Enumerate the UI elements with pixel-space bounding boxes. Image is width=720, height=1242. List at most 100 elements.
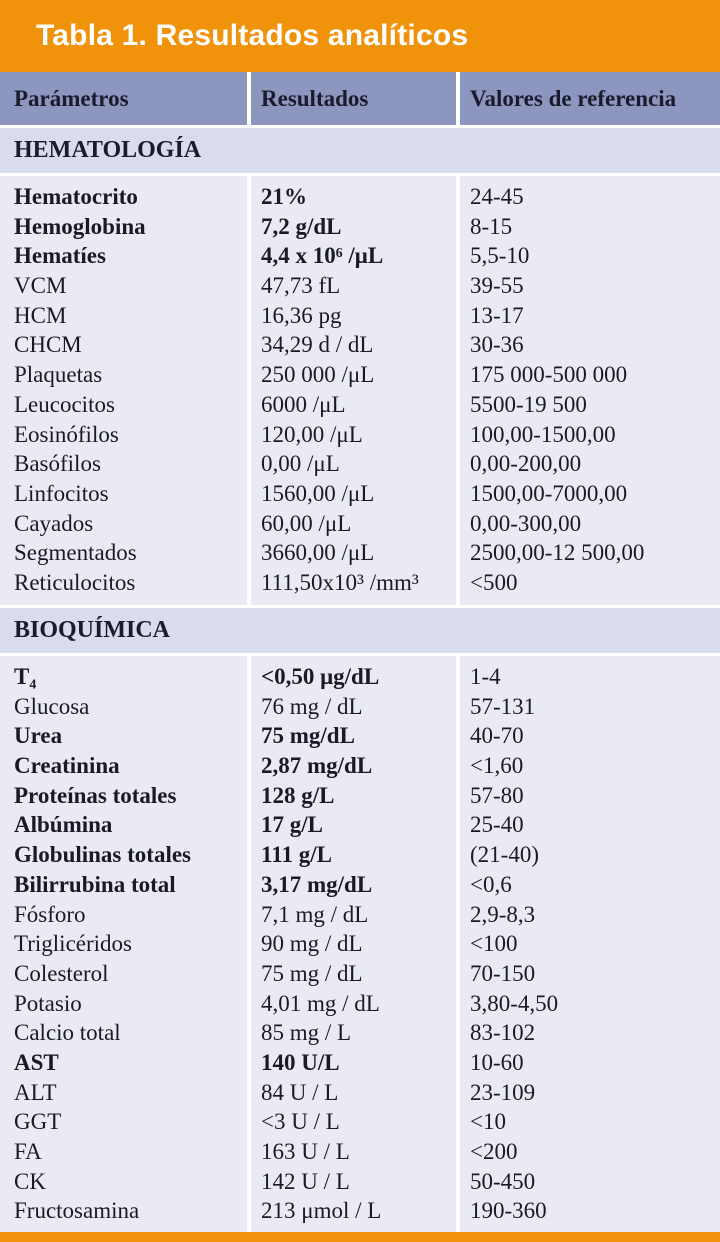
result-cell: 47,73 fL [261,273,341,299]
ref-cell: 8-15 [470,213,513,239]
ref-cell: 1500,00-7000,00 [470,480,628,506]
ref-cell: <100 [470,931,518,957]
param-cell: Fructosamina [14,1198,140,1224]
result-cell: 90 mg / dL [261,931,363,957]
param-cell: Hematíes [14,243,106,269]
ref-cell: 2,9-8,3 [470,901,536,927]
param-cell: Segmentados [14,540,137,566]
ref-cell: 13-17 [470,302,524,328]
table-footer-rule [0,1232,720,1242]
result-column: <0,50 μg/dL 76 mg / dL 75 mg/dL 2,87 mg/dL 1… [251,656,456,1232]
section-rows-block: T₄ Glucosa Urea Creatinina Proteínas totales… [0,656,720,1232]
ref-cell: 24-45 [470,184,524,209]
ref-cell: 0,00-300,00 [470,510,582,536]
param-cell: Glucosa [14,693,90,719]
table-title: Tabla 1. Resultados analíticos [36,19,469,52]
column-header-parametros: Parámetros [0,72,247,125]
section-header: BIOQUÍMICA [0,608,720,653]
result-cell: 250 000 /μL [261,362,375,388]
result-cell: <0,50 μg/dL [261,664,380,689]
ref-cell: <0,6 [470,871,512,897]
param-cell: Leucocitos [14,391,115,417]
ref-cell: 57-80 [470,782,524,808]
param-cell: Cayados [14,510,94,536]
result-cell: 16,36 pg [261,302,342,328]
result-cell: 111 g/L [261,842,332,868]
param-cell: Globulinas totales [14,842,192,868]
ref-cell: 70-150 [470,960,536,986]
ref-cell: <1,60 [470,753,524,779]
column-header-resultados: Resultados [251,72,456,125]
section-rows-block: Hematocrito Hemoglobina Hematíes VCM HCM CHCM… [0,176,720,605]
result-cell: <3 U / L [261,1109,340,1135]
result-cell: 2,87 mg/dL [261,753,373,779]
result-cell: 4,4 x 10⁶ /μL [261,243,384,269]
ref-cell: 57-131 [470,693,536,719]
ref-cell: 175 000-500 000 [470,362,628,388]
param-cell: Hematocrito [14,184,138,209]
param-cell: Proteínas totales [14,782,177,808]
table-title-bar: Tabla 1. Resultados analíticos [0,0,720,72]
ref-cell: 3,80-4,50 [470,990,559,1016]
result-cell: 3660,00 /μL [261,540,375,566]
param-cell: Colesterol [14,960,109,986]
result-cell: 7,1 mg / dL [261,901,369,927]
ref-cell: 1-4 [470,664,501,689]
table-body: HEMATOLOGÍA Hematocrito Hemoglobina Hematíe… [0,128,720,1232]
result-cell: 4,01 mg / dL [261,990,380,1016]
ref-column: 24-45 8-15 5,5-10 39-55 13-17 30-36 175 000-50… [460,176,720,605]
ref-cell: 5,5-10 [470,243,530,269]
ref-cell: <200 [470,1139,518,1164]
result-cell: 34,29 d / dL [261,332,374,358]
param-column: T₄ Glucosa Urea Creatinina Proteínas totales… [0,656,247,1232]
ref-cell: 50-450 [470,1168,536,1194]
ref-cell: 10-60 [470,1049,524,1075]
ref-cell: 2500,00-12 500,00 [470,540,645,566]
ref-cell: 39-55 [470,273,524,299]
param-cell: Basófilos [14,451,101,477]
param-cell: T₄ [14,664,37,689]
column-header-valores-referencia: Valores de referencia [460,72,720,125]
param-cell: CK [14,1168,46,1194]
result-cell: 1560,00 /μL [261,480,375,506]
section-header: HEMATOLOGÍA [0,128,720,173]
param-cell: CHCM [14,332,82,358]
param-cell: Albúmina [14,812,113,838]
param-cell: Triglicéridos [14,931,132,957]
ref-cell: 30-36 [470,332,524,358]
ref-cell: 0,00-200,00 [470,451,582,477]
param-cell: HCM [14,302,67,328]
param-cell: Hemoglobina [14,213,146,239]
param-cell: FA [14,1139,42,1164]
param-cell: VCM [14,273,67,299]
result-cell: 6000 /μL [261,391,346,417]
ref-cell: 83-102 [470,1020,536,1046]
result-cell: 75 mg/dL [261,723,355,749]
param-cell: Eosinófilos [14,421,119,447]
result-cell: 3,17 mg/dL [261,871,373,897]
param-cell: Potasio [14,990,82,1016]
result-cell: 21% [261,184,307,209]
result-cell: 0,00 /μL [261,451,340,477]
param-cell: Reticulocitos [14,569,136,595]
param-cell: Bilirrubina total [14,871,176,897]
result-cell: 7,2 g/dL [261,213,342,239]
ref-cell: <500 [470,569,518,595]
ref-cell: 40-70 [470,723,524,749]
result-cell: 120,00 /μL [261,421,363,447]
result-cell: 76 mg / dL [261,693,363,719]
result-cell: 60,00 /μL [261,510,352,536]
result-cell: 84 U / L [261,1079,339,1105]
ref-cell: 5500-19 500 [470,391,587,417]
result-cell: 85 mg / L [261,1020,352,1046]
result-cell: 75 mg / dL [261,960,363,986]
param-cell: Creatinina [14,753,120,779]
ref-column: 1-4 57-131 40-70 <1,60 57-80 25-40 (21-40) <0,6… [460,656,720,1232]
param-cell: AST [14,1049,59,1075]
ref-cell: 23-109 [470,1079,536,1105]
param-cell: Plaquetas [14,362,103,388]
ref-cell: (21-40) [470,842,539,868]
column-header-row: Parámetros Resultados Valores de referen… [0,72,720,125]
result-cell: 128 g/L [261,782,335,808]
